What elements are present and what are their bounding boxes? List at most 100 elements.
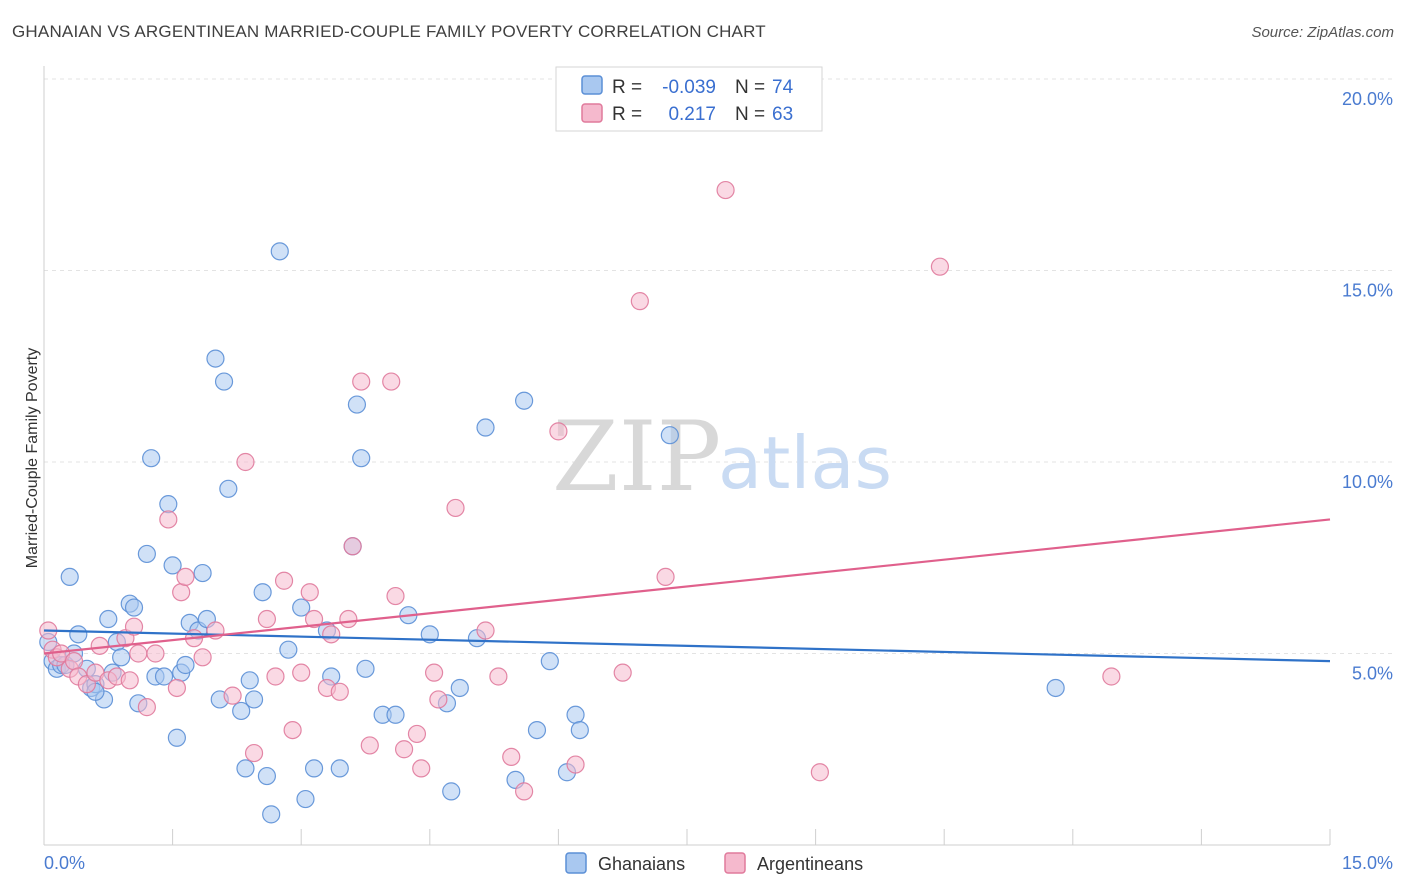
argentinean-point-56	[613, 663, 632, 682]
argentinean-point-45	[407, 724, 427, 744]
y-tick-label-15: 15.0%	[1342, 281, 1393, 301]
ghanaian-point-23	[159, 495, 178, 514]
argentinean-point-50	[476, 621, 495, 640]
chart-title: GHANAIAN VS ARGENTINEAN MARRIED-COUPLE F…	[12, 22, 766, 41]
y-tick-label-20: 20.0%	[1342, 89, 1393, 109]
legend-ghanaians-swatch	[565, 852, 587, 874]
legend-r-value-1: -0.039	[662, 77, 716, 98]
ghanaian-point-46	[296, 789, 315, 809]
source-label: Source: ZipAtlas.com	[1251, 24, 1394, 41]
argentinean-point-21	[176, 567, 195, 587]
legend-swatch-blue	[581, 75, 603, 95]
argentinean-point-37	[330, 682, 349, 701]
argentinean-point-19	[167, 678, 186, 698]
ghanaian-point-38	[240, 671, 259, 690]
ghanaian-point-40	[253, 583, 272, 602]
argentinean-point-42	[382, 372, 401, 391]
series-ghanaians	[39, 242, 1065, 824]
ghanaian-point-24	[163, 556, 182, 575]
ghanaian-point-45	[292, 598, 311, 617]
x-tick-label-min: 0.0%	[44, 853, 85, 873]
legend-swatch-pink	[581, 103, 603, 123]
ghanaian-point-67	[540, 652, 559, 671]
watermark-atlas: atlas	[718, 421, 892, 505]
argentinean-point-31	[283, 720, 302, 740]
argentinean-point-20	[172, 583, 191, 602]
argentinean-point-5	[64, 652, 84, 671]
ghanaian-point-50	[330, 759, 349, 778]
argentinean-point-33	[300, 583, 319, 602]
legend-n-label-1: N =	[735, 77, 765, 98]
watermark-zip: ZIP	[552, 401, 721, 513]
argentinean-point-60	[810, 763, 829, 782]
argentinean-point-29	[266, 667, 285, 686]
ghanaian-point-44	[279, 640, 298, 659]
ghanaian-point-52	[347, 395, 367, 414]
argentinean-point-57	[630, 292, 649, 311]
ghanaian-point-7	[69, 625, 88, 644]
x-tick-label-max: 15.0%	[1342, 853, 1393, 873]
ghanaian-point-25	[167, 728, 186, 747]
ghanaian-point-32	[206, 349, 225, 368]
argentinean-point-14	[124, 617, 144, 636]
argentinean-point-26	[236, 452, 255, 472]
legend-n-value-2: 63	[772, 104, 793, 125]
ghanaian-point-66	[527, 720, 547, 740]
axes	[43, 66, 1331, 846]
stats-legend: R = -0.039 N = 74 R = 0.217 N = 63	[555, 66, 823, 132]
ghanaian-point-41	[257, 766, 277, 786]
argentinean-point-23	[193, 648, 212, 667]
legend-ghanaians-label: Ghanaians	[598, 854, 685, 874]
argentinean-point-47	[424, 663, 444, 682]
y-tick-labels: 5.0% 10.0% 15.0% 20.0%	[1342, 89, 1393, 684]
argentinean-point-54	[549, 422, 568, 441]
ghanaian-point-17	[124, 598, 144, 617]
legend-r-label-1: R =	[612, 77, 642, 98]
argentinean-point-62	[1102, 667, 1121, 686]
argentinean-point-36	[322, 625, 341, 644]
ghanaian-point-56	[386, 705, 405, 724]
argentinean-point-18	[159, 510, 178, 529]
legend-argentineans-label: Argentineans	[757, 854, 863, 874]
argentinean-point-16	[137, 698, 156, 717]
argentinean-point-41	[360, 736, 379, 755]
argentinean-point-43	[386, 586, 405, 606]
argentinean-point-46	[412, 759, 431, 778]
ghanaian-point-12	[99, 609, 118, 629]
argentinean-point-34	[304, 609, 324, 629]
ghanaian-point-35	[219, 479, 238, 498]
argentinean-point-28	[257, 609, 277, 629]
argentinean-point-58	[656, 567, 675, 587]
argentinean-point-49	[446, 498, 465, 518]
argentinean-point-15	[129, 644, 148, 663]
y-tick-label-5: 5.0%	[1352, 664, 1393, 684]
legend-r-value-2: 0.217	[668, 104, 716, 125]
ghanaian-point-63	[476, 418, 495, 437]
ghanaian-point-60	[442, 782, 461, 801]
argentinean-point-48	[429, 690, 448, 709]
ghanaian-point-54	[356, 659, 375, 678]
ghanaian-point-53	[352, 449, 371, 468]
legend-n-value-1: 74	[772, 77, 794, 98]
legend-argentineans-swatch	[724, 852, 746, 874]
ghanaian-point-65	[515, 391, 534, 410]
argentinean-point-51	[489, 667, 508, 686]
ghanaian-point-61	[450, 678, 469, 698]
ghanaian-point-42	[262, 805, 281, 824]
y-axis-label: Married-Couple Family Poverty	[24, 348, 41, 569]
argentinean-point-9	[90, 636, 109, 655]
y-tick-label-10: 10.0%	[1342, 472, 1393, 492]
ghanaian-point-30	[193, 563, 212, 583]
argentinean-point-61	[930, 257, 950, 276]
argentinean-point-53	[515, 782, 534, 801]
argentinean-point-40	[352, 372, 371, 391]
ghanaian-point-43	[270, 242, 289, 261]
ghanaian-point-69	[566, 705, 585, 724]
argentinean-point-27	[244, 743, 264, 763]
argentineans-trend-line	[43, 518, 1331, 655]
legend-n-label-2: N =	[735, 104, 765, 125]
argentinean-point-13	[120, 671, 139, 690]
watermark: ZIP atlas	[552, 401, 892, 513]
argentinean-point-32	[292, 663, 311, 682]
